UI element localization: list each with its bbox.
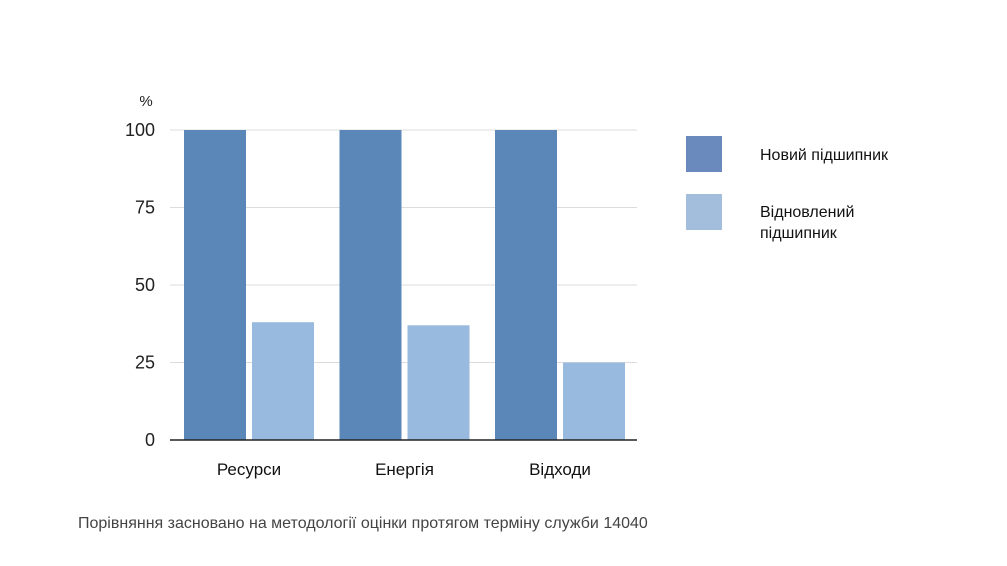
bar-new-1 [339, 130, 402, 440]
x-axis-labels: Ресурси Енергія Відходи [217, 460, 591, 479]
y-axis-unit-label: % [139, 93, 152, 110]
legend-item-new: Новий підшипник [686, 136, 900, 172]
bar-restored-1 [407, 325, 470, 440]
y-axis-ticks: 0 25 50 75 100 [125, 120, 155, 450]
bar-new-0 [184, 130, 246, 440]
bar-restored-2 [563, 362, 625, 440]
gridlines [170, 129, 637, 363]
bars [184, 130, 625, 440]
x-category-label: Енергія [375, 460, 434, 479]
legend-item-restored: Відновлений підшипник [686, 194, 900, 244]
x-category-label: Ресурси [217, 460, 281, 479]
chart-caption: Порівняння засновано на методології оцін… [78, 515, 648, 532]
legend-swatch-new [686, 136, 722, 172]
y-tick-label: 0 [145, 430, 155, 450]
bar-restored-0 [252, 322, 314, 440]
legend: Новий підшипник Відновлений підшипник [686, 136, 900, 266]
legend-swatch-restored [686, 194, 722, 230]
y-tick-label: 75 [135, 198, 155, 218]
y-tick-label: 25 [135, 353, 155, 373]
y-tick-label: 100 [125, 120, 155, 140]
x-category-label: Відходи [529, 460, 591, 479]
bar-new-2 [495, 130, 557, 440]
y-tick-label: 50 [135, 275, 155, 295]
legend-label-restored: Відновлений підшипник [760, 204, 855, 242]
legend-label-new: Новий підшипник [760, 147, 889, 164]
